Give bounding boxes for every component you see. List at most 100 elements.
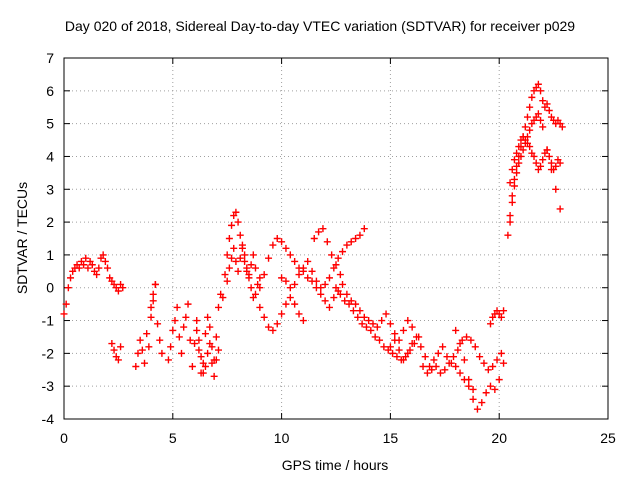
- data-point: [295, 271, 303, 279]
- data-point: [356, 231, 364, 239]
- data-point: [93, 271, 101, 279]
- data-point: [315, 228, 323, 236]
- data-point: [214, 303, 222, 311]
- data-point: [489, 362, 497, 370]
- data-point: [221, 271, 229, 279]
- data-point: [164, 356, 172, 364]
- data-point: [251, 290, 259, 298]
- data-point: [308, 267, 316, 275]
- data-point: [286, 284, 294, 292]
- data-point: [295, 310, 303, 318]
- data-point: [184, 300, 192, 308]
- data-point: [299, 264, 307, 272]
- data-point: [399, 356, 407, 364]
- data-point: [134, 349, 142, 357]
- data-point: [328, 251, 336, 259]
- data-point: [362, 323, 370, 331]
- data-point: [482, 389, 490, 397]
- data-point: [317, 290, 325, 298]
- data-point: [147, 313, 155, 321]
- data-point: [332, 284, 340, 292]
- y-tick-label: 4: [46, 148, 54, 164]
- data-point: [534, 80, 542, 88]
- data-point: [430, 356, 438, 364]
- data-point: [282, 277, 290, 285]
- data-point: [382, 310, 390, 318]
- data-point: [543, 146, 551, 154]
- data-point: [408, 323, 416, 331]
- data-point: [154, 320, 162, 328]
- data-point: [552, 185, 560, 193]
- data-point: [515, 143, 523, 151]
- data-point: [534, 110, 542, 118]
- data-point: [504, 231, 512, 239]
- data-point: [278, 238, 286, 246]
- data-point: [428, 366, 436, 374]
- data-point: [193, 317, 201, 325]
- data-point: [286, 251, 294, 259]
- data-point: [556, 159, 564, 167]
- data-point: [515, 159, 523, 167]
- data-point: [299, 317, 307, 325]
- data-point: [238, 241, 246, 249]
- data-point: [495, 376, 503, 384]
- data-point: [143, 330, 151, 338]
- data-point: [513, 149, 521, 157]
- data-point: [256, 274, 264, 282]
- y-tick-label: 1: [46, 247, 54, 263]
- data-point: [539, 123, 547, 131]
- data-point: [558, 123, 566, 131]
- data-point: [64, 284, 72, 292]
- data-point: [404, 317, 412, 325]
- data-point: [182, 313, 190, 321]
- data-point: [528, 93, 536, 101]
- data-point: [225, 264, 233, 272]
- data-point: [484, 366, 492, 374]
- data-point: [321, 280, 329, 288]
- data-point: [539, 156, 547, 164]
- data-point: [354, 313, 362, 321]
- data-point: [506, 212, 514, 220]
- data-point: [234, 218, 242, 226]
- data-point: [195, 336, 203, 344]
- data-point: [208, 359, 216, 367]
- data-point: [358, 320, 366, 328]
- data-point: [212, 356, 220, 364]
- data-point: [214, 346, 222, 354]
- data-point: [269, 326, 277, 334]
- data-point: [243, 264, 251, 272]
- data-point: [517, 152, 525, 160]
- data-point: [141, 359, 149, 367]
- data-point: [469, 395, 477, 403]
- data-point: [526, 126, 534, 134]
- data-point: [500, 359, 508, 367]
- data-point: [67, 274, 75, 282]
- data-point: [386, 320, 394, 328]
- data-point: [373, 323, 381, 331]
- data-point: [486, 382, 494, 390]
- data-point: [173, 303, 181, 311]
- data-point: [491, 385, 499, 393]
- data-point: [465, 382, 473, 390]
- data-point: [204, 349, 212, 357]
- data-point: [460, 356, 468, 364]
- data-point: [439, 343, 447, 351]
- data-point: [476, 353, 484, 361]
- y-tick-label: -3: [42, 378, 55, 394]
- data-point: [273, 320, 281, 328]
- data-point: [186, 336, 194, 344]
- y-tick-label: -4: [42, 411, 55, 427]
- data-point: [278, 274, 286, 282]
- data-point: [108, 340, 116, 348]
- data-point: [513, 169, 521, 177]
- data-point: [158, 349, 166, 357]
- data-point: [347, 238, 355, 246]
- data-point: [265, 254, 273, 262]
- data-point: [269, 241, 277, 249]
- data-point: [336, 290, 344, 298]
- data-point: [336, 271, 344, 279]
- data-point: [343, 290, 351, 298]
- data-point: [117, 343, 125, 351]
- data-point: [523, 113, 531, 121]
- data-point: [191, 340, 199, 348]
